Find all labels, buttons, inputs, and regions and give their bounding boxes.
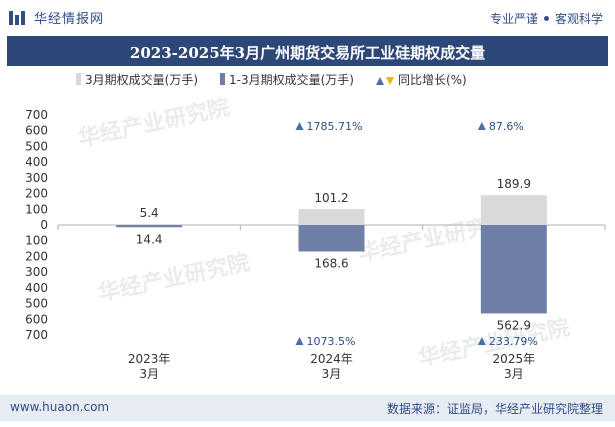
bar-ytd-label-2: 562.9	[497, 318, 531, 332]
brand: 华经情报网	[8, 8, 104, 27]
legend-growth-label: 同比增长(%)	[398, 73, 467, 87]
legend-growth-down-icon	[385, 77, 394, 85]
tagline-dot-icon	[543, 16, 549, 21]
bar-month-label-2: 189.9	[497, 177, 531, 191]
bar-ytd-0	[116, 225, 183, 228]
y-tick-label: 300	[25, 265, 48, 279]
footer-website: www.huaon.com	[10, 400, 110, 414]
bar-month-label-1: 101.2	[314, 191, 348, 205]
growth-month-label-2: 87.6%	[489, 120, 524, 133]
title-bar: 2023-2025年3月广州期货交易所工业硅期权成交量	[7, 36, 608, 66]
tagline: 专业严谨 客观科学	[490, 10, 603, 27]
x-category-label-0: 2023年	[128, 352, 171, 366]
brand-logo-icon	[9, 10, 25, 25]
y-tick-label: 500	[25, 139, 48, 153]
footer: www.huaon.com 数据来源：证监局，华经产业研究院整理	[0, 395, 615, 421]
legend-label-0: 3月期权成交量(万手)	[85, 72, 198, 87]
y-tick-label: 600	[25, 312, 48, 326]
y-tick-label: 700	[25, 328, 48, 342]
y-tick-label: 100	[25, 202, 48, 216]
growth-month-up-icon-2	[477, 122, 486, 130]
tagline-left: 专业严谨	[489, 12, 538, 26]
growth-ytd-label-2: 233.79%	[489, 335, 538, 348]
growth-ytd-up-icon-2	[477, 337, 486, 345]
bar-ytd-label-1: 168.6	[314, 256, 348, 270]
top-bar: 华经情报网 专业严谨 客观科学	[0, 0, 615, 36]
legend-swatch-0	[76, 73, 81, 85]
growth-month-up-icon-1	[295, 122, 304, 130]
bar-ytd-1	[298, 225, 365, 252]
y-tick-label: 200	[25, 187, 48, 201]
y-tick-label: 0	[40, 218, 48, 232]
y-tick-label: 700	[25, 108, 48, 122]
legend-label-1: 1-3月期权成交量(万手)	[229, 72, 354, 87]
y-tick-label: 500	[25, 297, 48, 311]
watermark-1: 华经产业研究院	[96, 249, 252, 306]
x-category-label-1: 2024年	[310, 352, 353, 366]
bar-month-0	[116, 224, 183, 225]
footer-source: 数据来源：证监局，华经产业研究院整理	[386, 402, 603, 416]
bar-month-1	[298, 209, 365, 225]
growth-month-label-1: 1785.71%	[307, 120, 363, 133]
x-category-label-2: 2025年	[493, 352, 536, 366]
bar-month-2	[480, 195, 547, 225]
y-tick-label: 100	[25, 234, 48, 248]
y-tick-label: 300	[25, 171, 48, 185]
y-tick-label: 200	[25, 249, 48, 263]
y-tick-label: 400	[25, 281, 48, 295]
x-category-sublabel-0: 3月	[139, 367, 159, 381]
bar-month-label-0: 5.4	[140, 206, 159, 220]
growth-ytd-label-1: 1073.5%	[307, 335, 356, 348]
bar-ytd-2	[480, 225, 547, 314]
y-tick-label: 400	[25, 155, 48, 169]
brand-name: 华经情报网	[34, 12, 105, 27]
y-tick-label: 600	[25, 124, 48, 138]
growth-ytd-up-icon-1	[295, 337, 304, 345]
chart-title: 2023-2025年3月广州期货交易所工业硅期权成交量	[129, 44, 486, 62]
legend-growth-up-icon	[375, 77, 384, 85]
bar-ytd-label-0: 14.4	[136, 232, 163, 246]
x-category-sublabel-2: 3月	[504, 367, 524, 381]
legend-swatch-1	[220, 73, 225, 85]
tagline-right: 客观科学	[554, 12, 603, 26]
x-category-sublabel-1: 3月	[322, 367, 342, 381]
watermark-0: 华经产业研究院	[76, 94, 232, 151]
